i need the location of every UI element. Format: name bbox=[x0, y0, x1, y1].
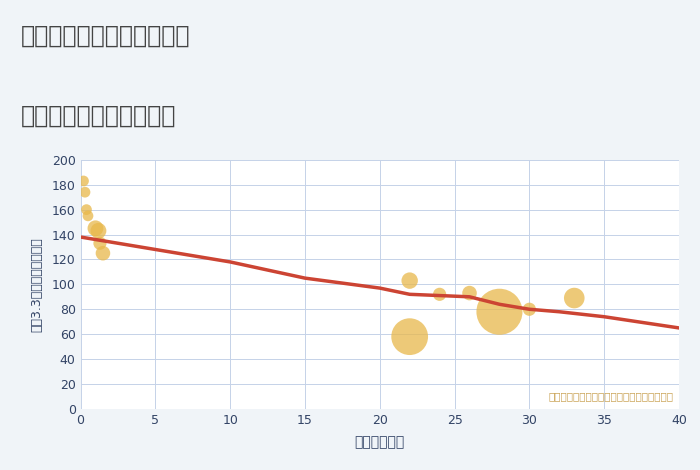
Text: 大阪府高槻市登美の里町の: 大阪府高槻市登美の里町の bbox=[21, 24, 190, 47]
Point bbox=[90, 225, 101, 232]
Point bbox=[464, 290, 475, 297]
Text: 円の大きさは、取引のあった物件面積を示す: 円の大きさは、取引のあった物件面積を示す bbox=[548, 392, 673, 401]
X-axis label: 築年数（年）: 築年数（年） bbox=[355, 435, 405, 449]
Point bbox=[404, 333, 415, 340]
Point bbox=[97, 250, 108, 257]
Point bbox=[78, 177, 89, 185]
Y-axis label: 坪（3.3㎡）単価（万円）: 坪（3.3㎡）単価（万円） bbox=[30, 237, 43, 332]
Point bbox=[524, 306, 535, 313]
Point bbox=[93, 227, 104, 235]
Point bbox=[79, 188, 90, 196]
Point bbox=[568, 294, 580, 302]
Text: 築年数別中古戸建て価格: 築年数別中古戸建て価格 bbox=[21, 103, 176, 127]
Point bbox=[83, 212, 94, 219]
Point bbox=[81, 206, 92, 213]
Point bbox=[404, 277, 415, 284]
Point bbox=[94, 240, 106, 247]
Point bbox=[434, 290, 445, 298]
Point bbox=[494, 308, 505, 315]
